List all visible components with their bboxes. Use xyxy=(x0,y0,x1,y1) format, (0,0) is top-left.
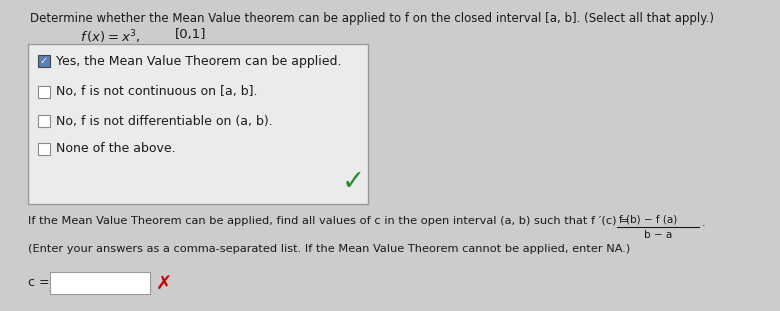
Text: ✓: ✓ xyxy=(342,168,364,196)
Text: Determine whether the Mean Value theorem can be applied to f on the closed inter: Determine whether the Mean Value theorem… xyxy=(30,12,714,25)
Text: If the Mean Value Theorem can be applied, find all values of c in the open inter: If the Mean Value Theorem can be applied… xyxy=(28,216,629,226)
Text: ✗: ✗ xyxy=(156,275,172,294)
Text: No, f is not differentiable on (a, b).: No, f is not differentiable on (a, b). xyxy=(56,114,273,128)
Text: c =: c = xyxy=(28,276,50,289)
FancyBboxPatch shape xyxy=(50,272,150,294)
Text: b − a: b − a xyxy=(644,230,672,240)
FancyBboxPatch shape xyxy=(38,115,50,127)
FancyBboxPatch shape xyxy=(28,44,368,204)
Text: ✓: ✓ xyxy=(40,56,48,66)
Text: Yes, the Mean Value Theorem can be applied.: Yes, the Mean Value Theorem can be appli… xyxy=(56,54,342,67)
Text: [0,1]: [0,1] xyxy=(175,28,207,41)
Text: None of the above.: None of the above. xyxy=(56,142,176,156)
Text: f (b) − f (a): f (b) − f (a) xyxy=(619,215,677,225)
Text: No, f is not continuous on [a, b].: No, f is not continuous on [a, b]. xyxy=(56,86,257,99)
FancyBboxPatch shape xyxy=(38,86,50,98)
FancyBboxPatch shape xyxy=(38,143,50,155)
FancyBboxPatch shape xyxy=(38,55,50,67)
Text: .: . xyxy=(702,218,706,228)
Text: (Enter your answers as a comma-separated list. If the Mean Value Theorem cannot : (Enter your answers as a comma-separated… xyxy=(28,244,630,254)
Text: $f\,(x) = x^3,$: $f\,(x) = x^3,$ xyxy=(80,28,141,46)
